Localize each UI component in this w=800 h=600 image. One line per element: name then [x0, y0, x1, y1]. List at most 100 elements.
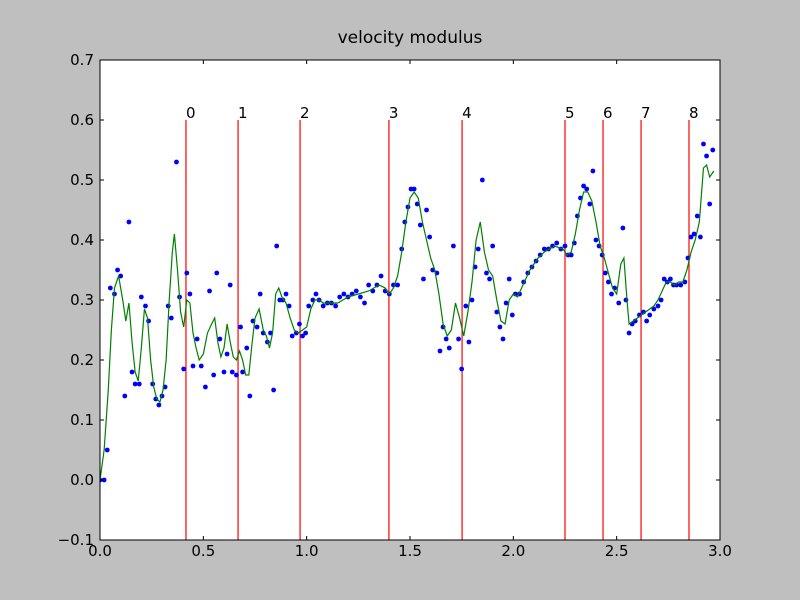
marker-label: 2 [300, 104, 310, 122]
point [374, 282, 380, 288]
point [247, 393, 253, 399]
point [181, 366, 187, 372]
point [609, 291, 614, 297]
point [497, 324, 503, 330]
point [562, 243, 568, 249]
point [620, 225, 626, 231]
x-tick-label: 1.5 [398, 542, 422, 560]
point [126, 219, 132, 225]
point [240, 369, 246, 375]
point [107, 285, 113, 291]
x-tick-label: 0.5 [191, 542, 215, 560]
point [146, 318, 151, 324]
y-tick-label: 0.7 [70, 51, 94, 69]
point [211, 372, 217, 378]
point [115, 267, 120, 273]
point [104, 447, 110, 453]
point [626, 330, 632, 336]
point [602, 270, 608, 276]
point [136, 381, 142, 387]
marker-label: 1 [238, 104, 248, 122]
point [274, 243, 280, 249]
point [541, 246, 547, 252]
point [244, 345, 250, 351]
point [446, 345, 452, 351]
point [234, 372, 239, 378]
marker-label: 5 [565, 104, 575, 122]
point [207, 288, 212, 294]
point [503, 300, 509, 306]
plot-area [100, 60, 720, 540]
point [647, 312, 653, 318]
point [229, 369, 235, 375]
point [494, 309, 500, 315]
point [688, 234, 694, 240]
point [214, 270, 220, 276]
point [224, 351, 230, 357]
point [509, 312, 515, 318]
point [593, 237, 599, 243]
line [100, 163, 715, 481]
point [661, 276, 667, 282]
point [132, 381, 138, 387]
point [283, 291, 289, 297]
point [190, 363, 196, 369]
y-tick-label: 0.5 [70, 171, 94, 189]
point [184, 270, 190, 276]
point [466, 339, 472, 345]
point [353, 288, 359, 294]
point [300, 333, 305, 339]
point [554, 240, 560, 246]
point [306, 303, 312, 309]
point [456, 336, 461, 342]
point [217, 336, 223, 342]
point [194, 336, 200, 342]
point [129, 369, 135, 375]
point [710, 147, 716, 153]
y-tick-label: 0.3 [70, 291, 94, 309]
point [707, 201, 713, 207]
point [644, 318, 650, 324]
point [138, 294, 144, 300]
x-tick-label: 1.0 [295, 542, 319, 560]
point [616, 300, 622, 306]
point [320, 303, 326, 309]
x-tick-label: 2.0 [501, 542, 525, 560]
point [506, 276, 512, 282]
point [568, 252, 574, 258]
point [313, 291, 319, 297]
y-tick-label: 0.2 [70, 351, 94, 369]
y-tick-label: 0.4 [70, 231, 94, 249]
point [341, 291, 347, 297]
point [362, 300, 367, 306]
point [581, 183, 586, 189]
chart-title: velocity modulus [338, 28, 483, 48]
point [271, 387, 276, 393]
point [165, 303, 171, 309]
x-tick-label: 3.0 [708, 542, 732, 560]
point [337, 294, 343, 300]
point [366, 282, 372, 288]
point [537, 252, 543, 258]
point [417, 222, 423, 228]
point [487, 276, 492, 282]
point [697, 234, 703, 240]
point [469, 297, 475, 303]
point [655, 303, 661, 309]
point [227, 282, 233, 288]
point [421, 276, 426, 282]
point [378, 273, 384, 279]
point [238, 324, 243, 330]
point [221, 369, 227, 375]
point [590, 168, 596, 174]
point [606, 279, 611, 285]
point [174, 159, 179, 165]
y-tick-label: 0.1 [70, 411, 94, 429]
point [668, 276, 673, 282]
x-tick-label: 0.0 [88, 542, 112, 560]
point [198, 363, 204, 369]
marker-label: 4 [462, 104, 472, 122]
marker-label: 8 [689, 104, 699, 122]
point [704, 153, 709, 159]
